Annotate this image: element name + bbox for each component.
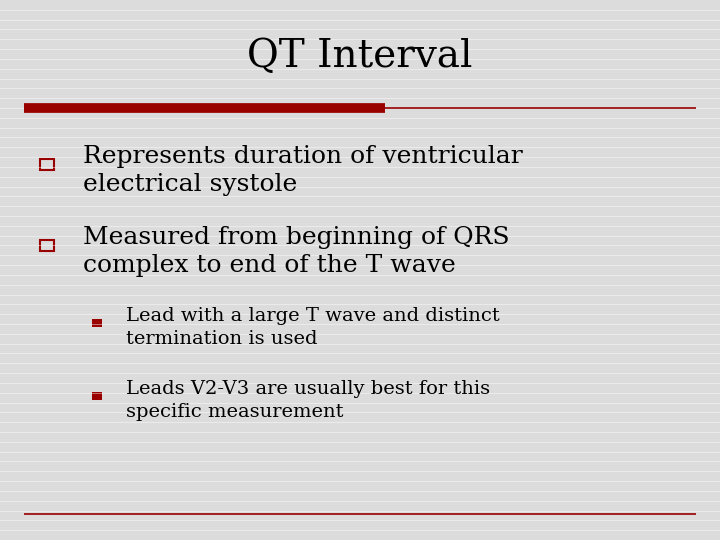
Bar: [40, 159, 54, 170]
Bar: [92, 392, 102, 400]
Bar: [40, 240, 54, 251]
Text: electrical systole: electrical systole: [83, 173, 297, 196]
Text: Leads V2-V3 are usually best for this: Leads V2-V3 are usually best for this: [126, 380, 490, 398]
Text: QT Interval: QT Interval: [247, 38, 473, 75]
Text: Represents duration of ventricular: Represents duration of ventricular: [83, 145, 523, 168]
Text: Measured from beginning of QRS: Measured from beginning of QRS: [83, 226, 510, 249]
Text: Lead with a large T wave and distinct: Lead with a large T wave and distinct: [126, 307, 500, 325]
Text: complex to end of the T wave: complex to end of the T wave: [83, 254, 456, 277]
Text: specific measurement: specific measurement: [126, 403, 343, 421]
Text: termination is used: termination is used: [126, 330, 318, 348]
Bar: [92, 319, 102, 327]
